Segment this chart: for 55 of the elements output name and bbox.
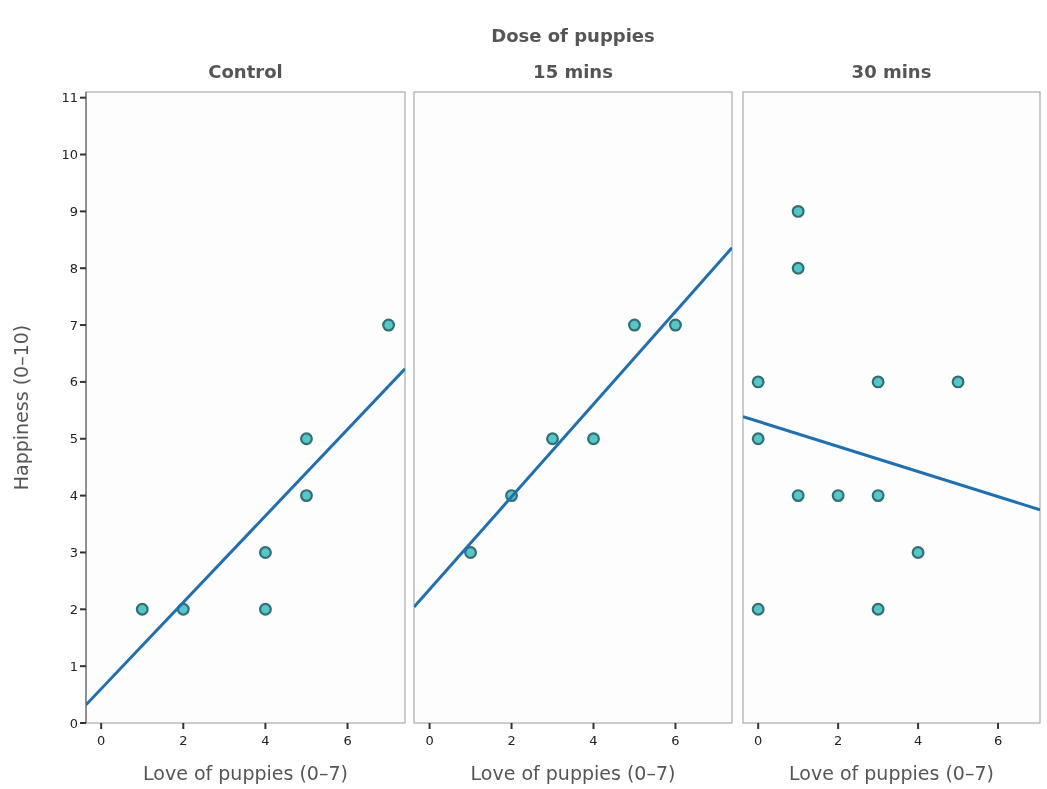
point <box>669 318 682 332</box>
chart-title: 30 mins <box>851 61 932 82</box>
point <box>871 489 885 503</box>
point <box>258 546 272 559</box>
point <box>587 432 600 446</box>
point <box>464 546 477 559</box>
point <box>135 602 149 616</box>
y-tick-label: 8 <box>69 260 78 276</box>
point <box>546 432 559 446</box>
y-tick-label: 1 <box>69 658 78 674</box>
x-tick-label: 6 <box>671 733 680 748</box>
point <box>871 602 885 616</box>
point <box>258 602 272 616</box>
x-tick-label: 0 <box>425 733 434 748</box>
point <box>791 204 805 218</box>
chart-title: Control <box>208 61 283 82</box>
y-tick-label: 7 <box>69 317 78 333</box>
text: Dose of puppies <box>491 25 655 46</box>
point <box>628 318 641 332</box>
y-tick-label: 10 <box>61 147 78 163</box>
x-tick-label: 2 <box>834 733 843 748</box>
point <box>791 489 805 503</box>
y-tick-label: 2 <box>69 601 78 617</box>
y-tick-label: 3 <box>69 545 78 561</box>
point <box>951 375 965 389</box>
point <box>300 432 313 446</box>
point <box>911 546 925 559</box>
x-tick-label: 4 <box>913 733 923 748</box>
y-tick-label: 9 <box>69 203 78 219</box>
point <box>871 375 885 389</box>
x-tick-label: 6 <box>993 733 1003 748</box>
x-axis-title: Love of puppies (0–7) <box>789 762 994 784</box>
x-tick-label: 4 <box>589 733 598 748</box>
y-axis-title: Happiness (0–10) <box>10 324 32 491</box>
x-tick-label: 2 <box>179 733 188 748</box>
point <box>751 602 765 616</box>
y-tick-label: 6 <box>69 374 78 390</box>
point <box>751 375 765 389</box>
x-tick-label: 0 <box>97 733 106 748</box>
x-tick-label: 0 <box>754 733 763 748</box>
y-tick-label: 4 <box>69 488 78 504</box>
point <box>791 261 805 275</box>
x-tick-label: 2 <box>507 733 516 748</box>
y-tick-label: 11 <box>61 90 78 106</box>
chart-title: 15 mins <box>533 61 613 82</box>
point <box>300 489 313 503</box>
x-axis-title: Love of puppies (0–7) <box>143 762 348 784</box>
y-tick-label: 5 <box>69 431 78 447</box>
x-axis-title: Love of puppies (0–7) <box>470 762 676 784</box>
x-tick-label: 4 <box>261 733 270 748</box>
point <box>831 489 845 503</box>
x-tick-label: 6 <box>343 733 352 748</box>
y-tick-label: 0 <box>69 715 78 731</box>
point <box>382 318 396 332</box>
point <box>751 432 765 446</box>
